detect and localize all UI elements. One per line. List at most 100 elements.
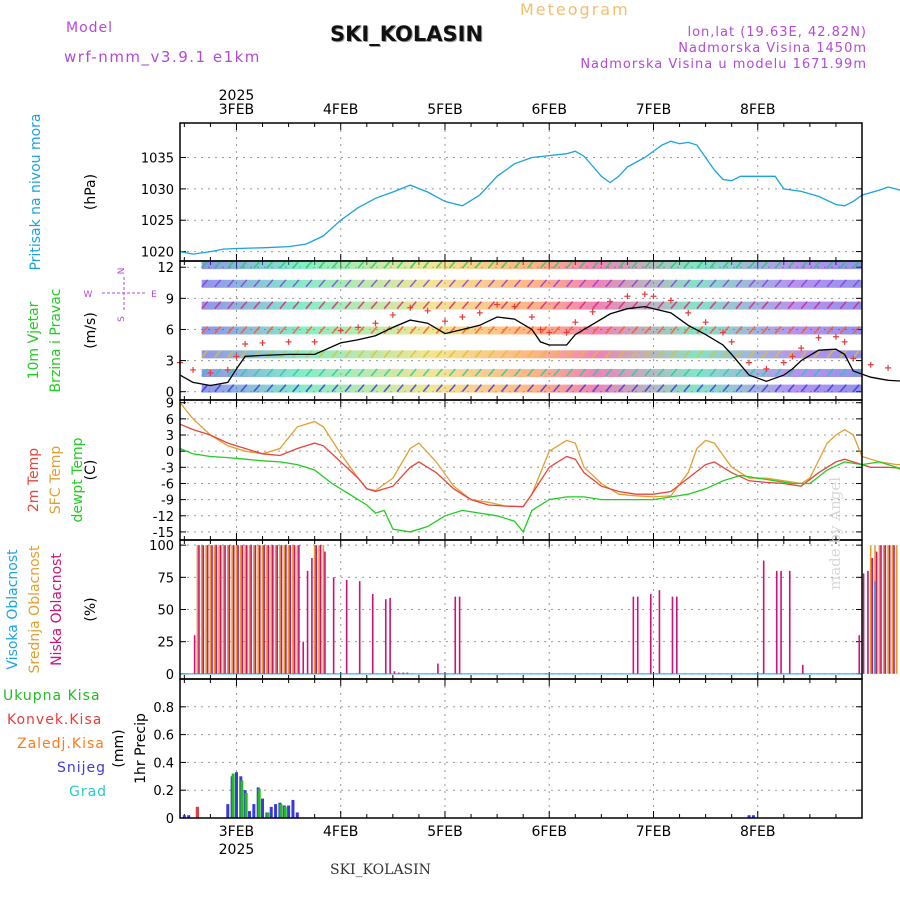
wind-barb xyxy=(461,301,469,310)
wind-barb xyxy=(318,301,326,310)
wind-barb xyxy=(279,260,287,269)
gust-marker xyxy=(441,318,448,325)
bar-cloud_mid xyxy=(235,545,238,674)
wind-barb xyxy=(435,384,443,393)
wind-barb xyxy=(500,279,509,288)
bar-cloud_low xyxy=(788,570,791,674)
precip-legend-item: Zaledj.Kisa xyxy=(17,736,105,752)
wind-barb xyxy=(709,384,717,393)
wind-barb xyxy=(435,279,443,288)
bar-cloud_low xyxy=(762,560,765,674)
x-tick-label-bottom: 6FEB xyxy=(532,824,567,840)
wind-barb xyxy=(513,326,522,334)
wind-barb xyxy=(370,384,378,393)
wind-barb xyxy=(774,384,782,393)
bar-cloud_low xyxy=(880,545,882,674)
x-tick-label-bottom: 7FEB xyxy=(636,824,671,840)
wind-barb xyxy=(344,349,352,358)
wind-barb xyxy=(422,384,430,393)
y-tick-label: 9 xyxy=(166,292,174,307)
wind-barb xyxy=(487,301,495,310)
bar-cloud_low xyxy=(215,545,218,674)
gust-marker xyxy=(207,370,214,377)
bar-cloud_low xyxy=(228,545,231,674)
wind-barb xyxy=(539,279,548,288)
bar-cloud_mid xyxy=(240,545,242,674)
wind-barb xyxy=(279,384,287,393)
wind-barb xyxy=(553,260,561,269)
bar-cloud_low xyxy=(285,545,287,674)
bar-cloud_low xyxy=(632,596,635,674)
bar-cloud_low xyxy=(306,570,309,674)
wind-barb xyxy=(461,384,469,393)
panel-pressure: 1020 1025 1030 1035 (hPa) Pritisak na nivou m… xyxy=(28,113,900,271)
bar-cloud_low xyxy=(458,596,461,674)
wind-barb xyxy=(618,349,626,358)
wind-barb xyxy=(266,301,274,310)
wind-barb xyxy=(539,260,548,269)
wind-barb xyxy=(305,301,313,310)
wind-barb-band xyxy=(201,369,863,378)
wind-barb xyxy=(618,326,626,334)
wind-barb xyxy=(292,384,300,393)
wind-barb xyxy=(839,326,847,334)
wind-barb xyxy=(500,368,509,377)
y-tick-label: 50 xyxy=(157,604,174,619)
wind-barb xyxy=(331,384,339,393)
bar-cloud_low xyxy=(237,545,239,674)
wind-barb xyxy=(657,384,665,393)
wind-barb xyxy=(448,260,456,269)
wind-barb xyxy=(370,326,378,334)
wind-barb xyxy=(357,368,365,377)
wind-barb xyxy=(683,260,691,269)
bar-precip_snow xyxy=(747,815,751,818)
gust-marker xyxy=(563,329,570,336)
bar-cloud_mid xyxy=(196,545,199,674)
bar-cloud_low xyxy=(862,573,865,674)
bar-cloud_low xyxy=(345,579,348,674)
wind-barb xyxy=(201,279,209,288)
wind-barb xyxy=(813,326,821,334)
wind-barb xyxy=(253,301,261,310)
x-tick-label-top: 8FEB xyxy=(740,102,775,118)
wind-barb xyxy=(331,301,339,310)
wind-barb xyxy=(214,384,222,393)
wind-barb xyxy=(409,349,417,358)
y-tick-label: -9 xyxy=(161,494,174,509)
wind-barb xyxy=(800,326,808,334)
wind-barb xyxy=(500,326,509,334)
wind-barb xyxy=(357,384,365,393)
wind-barb xyxy=(331,349,339,358)
bar-cloud_low xyxy=(293,545,296,674)
gust-marker xyxy=(763,365,770,372)
bar-cloud_mid xyxy=(869,545,872,674)
wind-barb xyxy=(383,368,391,377)
wind-barb xyxy=(566,384,574,393)
wind-barb xyxy=(266,384,274,393)
bar-cloud_low xyxy=(254,545,257,674)
bar-cloud_low xyxy=(649,594,652,674)
wind-barb xyxy=(240,368,248,377)
wind-barb xyxy=(409,384,417,393)
wind-barb xyxy=(787,301,795,310)
bar-cloud_low xyxy=(658,590,661,674)
bar-cloud_low xyxy=(671,596,674,674)
y-tick-label: 6 xyxy=(166,413,174,428)
bar-cloud_high xyxy=(874,581,876,674)
y-tick-label: 9 xyxy=(166,397,174,412)
bar-cloud_mid xyxy=(244,545,246,674)
wind-barb xyxy=(396,279,404,288)
wind-barb xyxy=(800,384,808,393)
wind-barb xyxy=(722,301,730,310)
model-value: wrf-nmm_v3.9.1 e1km xyxy=(64,48,261,66)
bar-cloud_low xyxy=(202,545,205,674)
wind-barb xyxy=(266,279,274,288)
wind-barb xyxy=(826,326,834,334)
footer-station: SKI_KOLASIN xyxy=(330,862,431,878)
precip-legend-item: Snijeg xyxy=(57,760,106,776)
bar-cloud_mid xyxy=(274,545,277,674)
wind-barb xyxy=(813,368,821,377)
wind-barb-band xyxy=(201,350,863,359)
wind-barb xyxy=(566,279,574,288)
